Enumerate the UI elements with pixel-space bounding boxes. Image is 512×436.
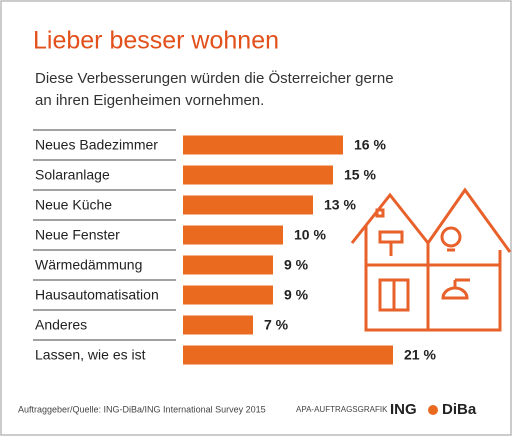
value-label: 10 % — [294, 227, 326, 243]
subtitle: an ihren Eigenheimen vornehmen. — [35, 92, 264, 109]
category-label: Neue Fenster — [35, 227, 120, 243]
category-label: Anderes — [35, 317, 87, 333]
value-label: 15 % — [344, 167, 376, 183]
category-label: Hausautomatisation — [35, 287, 159, 303]
bar — [183, 255, 273, 275]
house-icon — [350, 187, 512, 332]
subtitle: Diese Verbesserungen würden die Österrei… — [35, 69, 394, 87]
bar — [183, 195, 313, 215]
category-label: Solaranlage — [35, 167, 110, 183]
bar — [183, 285, 273, 305]
bar — [183, 315, 253, 335]
logo-lion — [428, 405, 438, 415]
logo: ING — [390, 401, 417, 418]
value-label: 13 % — [324, 197, 356, 213]
value-label: 16 % — [354, 137, 386, 153]
bar — [183, 165, 333, 185]
category-label: Lassen, wie es ist — [35, 347, 146, 363]
value-label: 9 % — [284, 257, 309, 273]
category-label: Neues Badezimmer — [35, 137, 158, 153]
bar — [183, 225, 283, 245]
category-label: Neue Küche — [35, 197, 112, 213]
credit: APA-AUFTRAGSGRAFIK — [296, 405, 388, 414]
value-label: 7 % — [264, 317, 289, 333]
bar — [183, 135, 343, 155]
category-label: Wärmedämmung — [35, 257, 142, 273]
value-label: 9 % — [284, 287, 309, 303]
value-label: 21 % — [404, 347, 436, 363]
chart-title: Lieber besser wohnen — [33, 27, 279, 55]
source: Auftraggeber/Quelle: ING-DiBa/ING Intern… — [18, 404, 266, 414]
bar — [183, 345, 393, 365]
logo: DiBa — [442, 401, 477, 418]
